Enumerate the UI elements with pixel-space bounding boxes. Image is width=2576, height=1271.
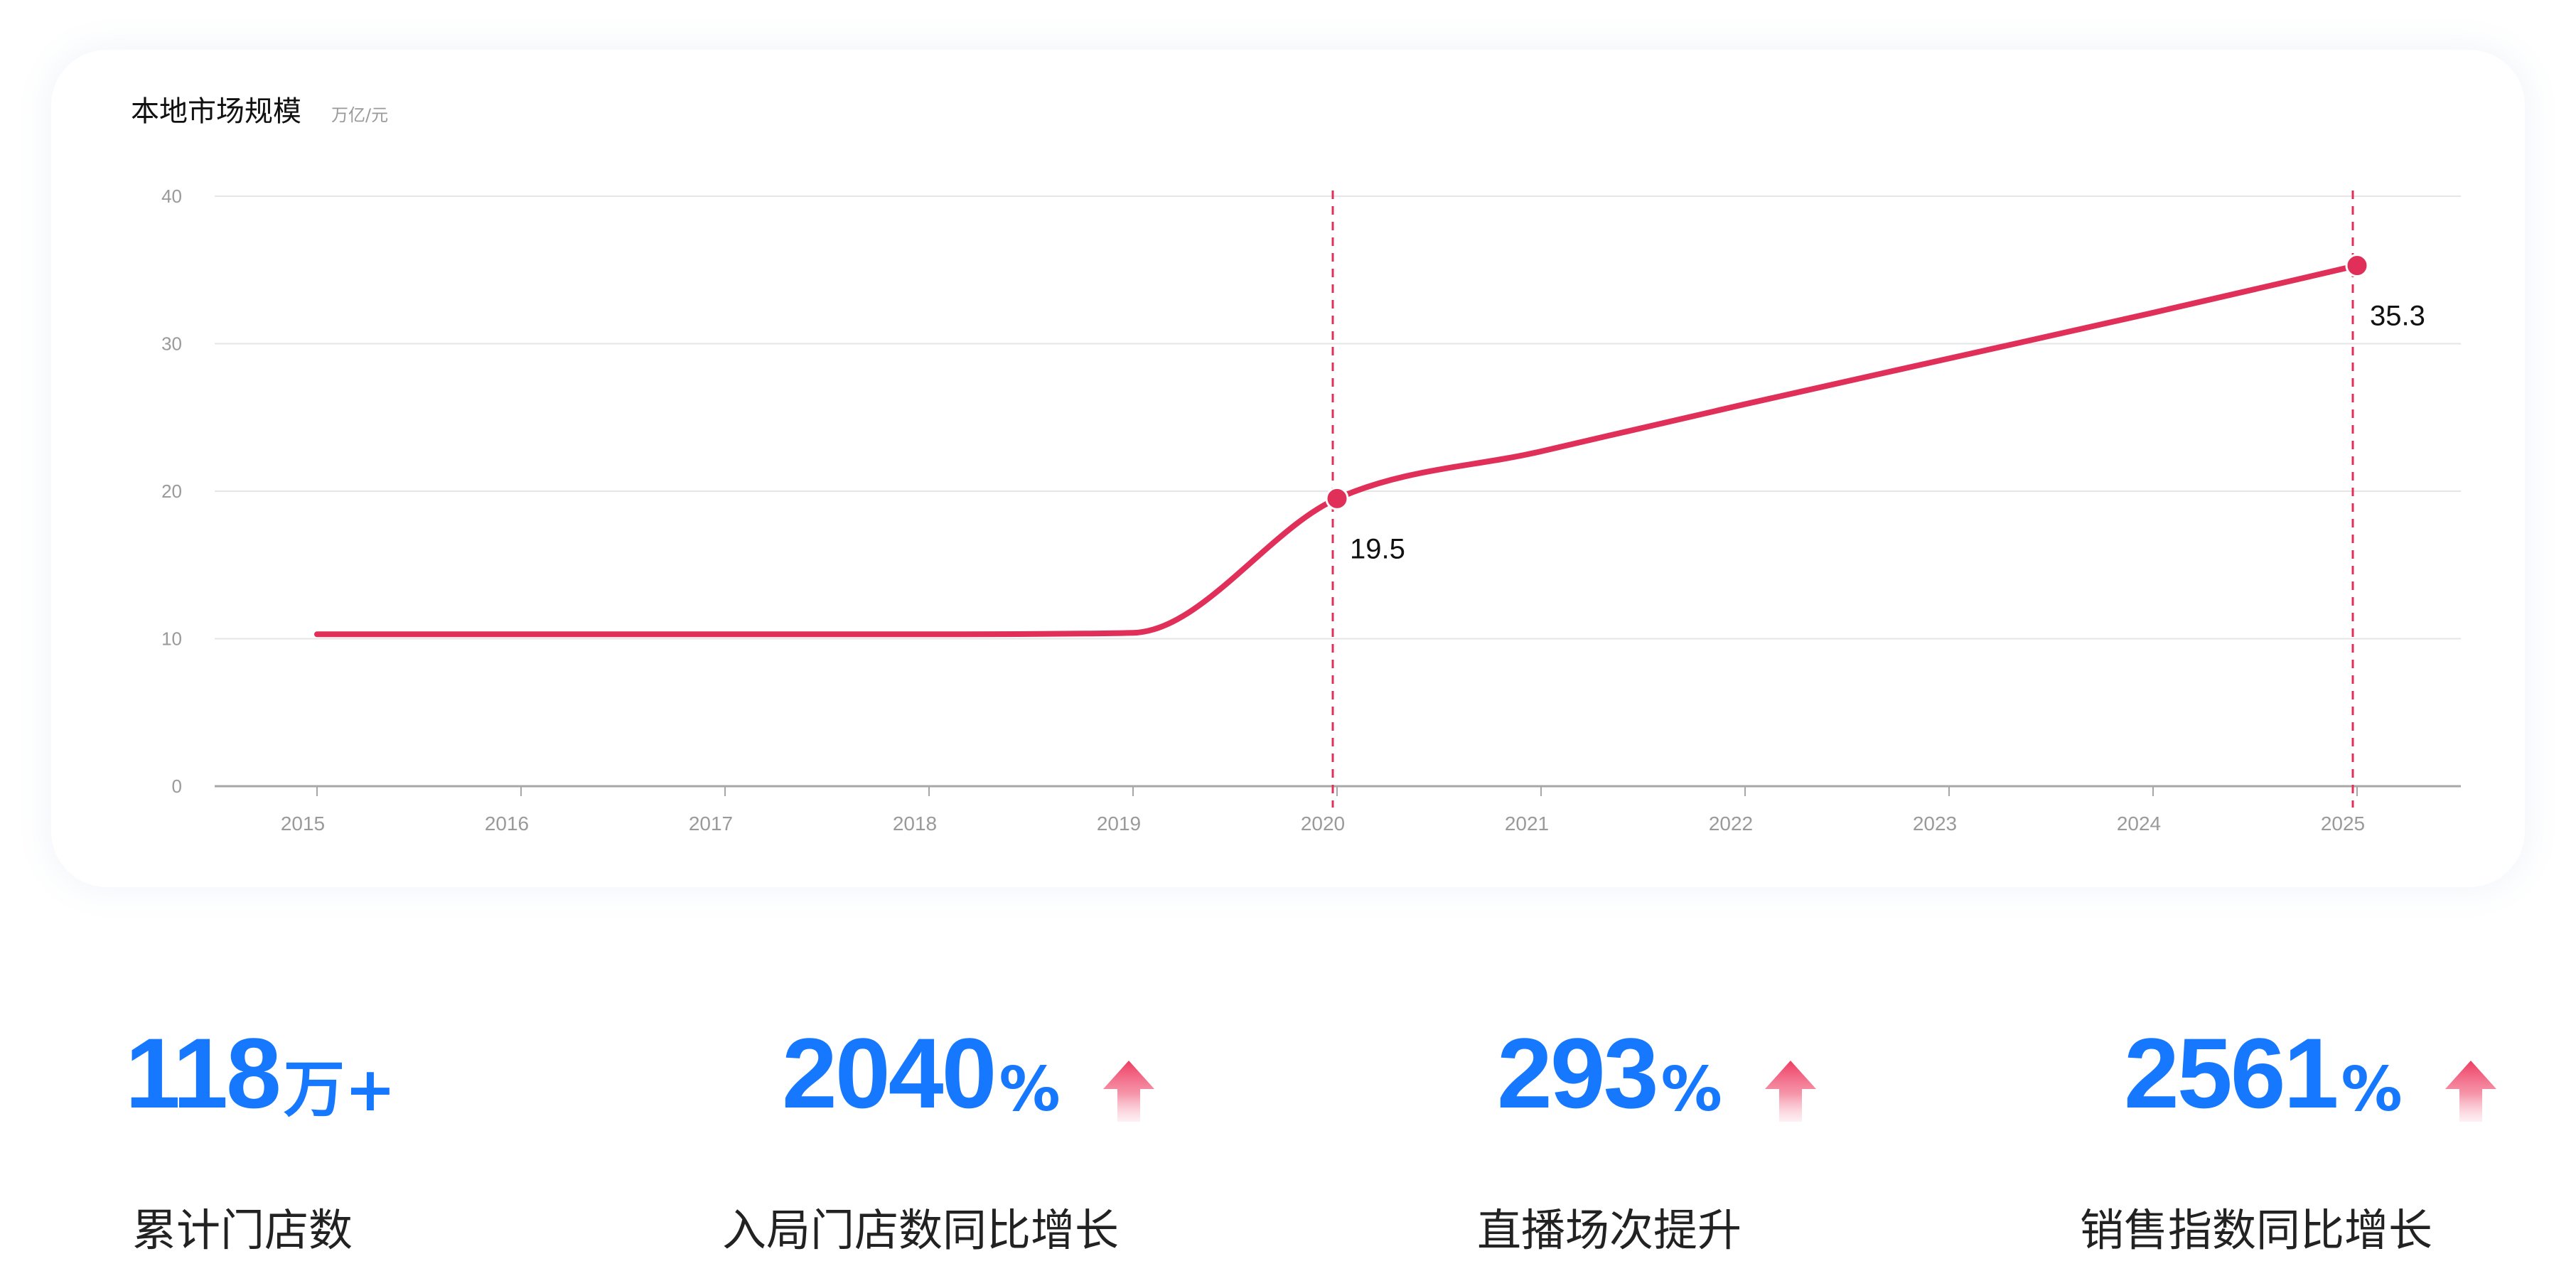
- highlight-point: [1325, 486, 1349, 510]
- stat-value-row: 2561 %: [2124, 1024, 2496, 1123]
- stat-unit: 万+: [283, 1054, 396, 1125]
- x-tick-label: 2019: [1097, 813, 1141, 835]
- stat-label-live-sessions: 直播场次提升: [1477, 1204, 1742, 1256]
- y-tick-label: 40: [161, 186, 182, 207]
- stat-number: 293: [1497, 1017, 1659, 1129]
- highlight-guides: [1331, 191, 2354, 808]
- x-axis-ticks: 2015 2016 2017 2018 2019 2020 2021 2022 2023 2024…: [281, 786, 2365, 835]
- x-tick-label: 2015: [281, 813, 325, 835]
- stat-live-sessions: 293 %: [1497, 1024, 1816, 1123]
- chart-unit-label: 万亿/元: [331, 105, 388, 125]
- up-arrow-icon: [2444, 1061, 2496, 1122]
- x-tick-label: 2021: [1505, 813, 1549, 835]
- stat-sales-index: 2561 %: [2124, 1024, 2496, 1123]
- stat-label-store-growth: 入局门店数同比增长: [722, 1204, 1120, 1256]
- stat-label-cumulative-stores: 累计门店数: [132, 1204, 353, 1256]
- highlight-point: [2345, 254, 2369, 278]
- chart-card: [51, 50, 2525, 887]
- y-axis-ticks: 0 10 20 30 40: [161, 186, 182, 797]
- highlight-markers: 19.5 35.3: [1325, 254, 2425, 564]
- x-tick-label: 2022: [1709, 813, 1753, 835]
- stat-value-row: 293 %: [1497, 1024, 1816, 1123]
- x-tick-label: 2020: [1301, 813, 1345, 835]
- stat-number: 2040: [782, 1017, 997, 1129]
- y-tick-label: 20: [161, 481, 182, 502]
- stat-unit: %: [1660, 1054, 1722, 1125]
- y-tick-label: 30: [161, 333, 182, 355]
- x-tick-label: 2016: [485, 813, 529, 835]
- data-label: 19.5: [1350, 533, 1405, 564]
- stat-value-row: 118 万+: [125, 1024, 396, 1123]
- stat-number: 2561: [2124, 1017, 2339, 1129]
- series-line: [314, 262, 2360, 638]
- x-tick-label: 2017: [689, 813, 733, 835]
- series-layer: [314, 262, 2360, 638]
- stat-unit: %: [2341, 1054, 2403, 1125]
- x-tick-label: 2025: [2321, 813, 2365, 835]
- x-tick-label: 2024: [2117, 813, 2161, 835]
- chart-title: 本地市场规模: [131, 95, 301, 128]
- up-arrow-icon: [1102, 1061, 1154, 1122]
- stat-store-growth: 2040 %: [782, 1024, 1154, 1123]
- y-tick-label: 10: [161, 628, 182, 650]
- y-tick-label: 0: [172, 776, 182, 797]
- stat-number: 118: [125, 1017, 281, 1129]
- up-arrow-icon: [1764, 1061, 1816, 1122]
- data-label: 35.3: [2370, 301, 2425, 332]
- x-tick-label: 2018: [893, 813, 937, 835]
- x-tick-label: 2023: [1913, 813, 1957, 835]
- stat-value-row: 2040 %: [782, 1024, 1154, 1123]
- stat-label-sales-index: 销售指数同比增长: [2080, 1204, 2433, 1256]
- stat-cumulative-stores: 118 万+: [125, 1024, 396, 1123]
- stat-unit: %: [999, 1054, 1061, 1125]
